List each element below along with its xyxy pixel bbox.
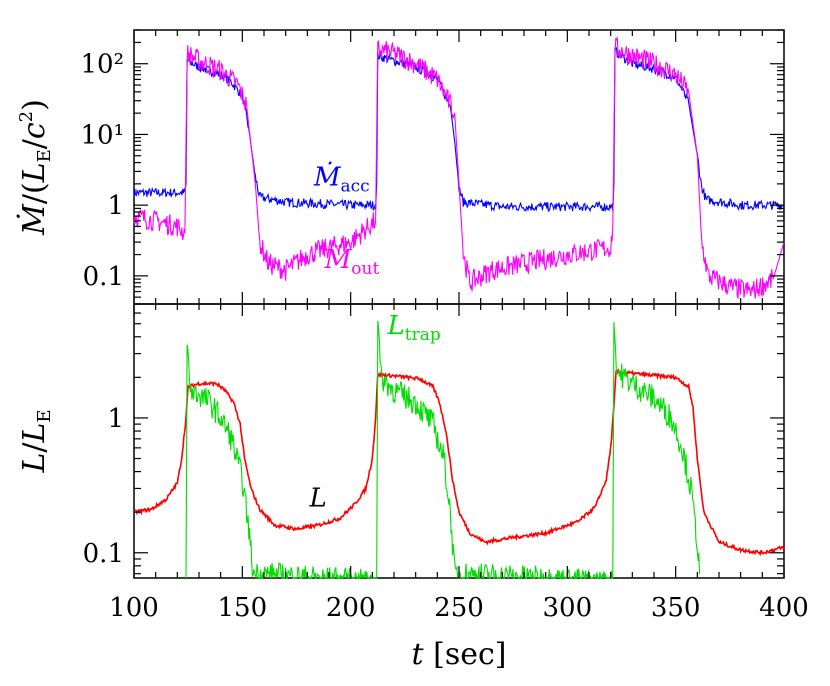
top-panel-frame: [133, 29, 785, 305]
annotation-m-out: Ṁout: [324, 244, 380, 279]
x-tick-label: 100: [109, 593, 159, 623]
annotation-l-trap: Ltrap: [387, 311, 441, 345]
series-L-line: [133, 367, 785, 557]
top-ylabel: Ṁ/(LE/c2): [16, 99, 55, 236]
bottom-panel: 10.1: [83, 303, 785, 581]
x-tick-label: 350: [651, 593, 701, 623]
annotation-l: L: [309, 484, 327, 514]
x-tick-label: 250: [434, 593, 484, 623]
x-tick-label: 300: [543, 593, 593, 623]
y-tick-label: 0.1: [83, 539, 124, 569]
bottom-ylabel: L/LE: [17, 409, 55, 473]
top-panel: 10² 10¹ 1 0.1: [80, 29, 785, 305]
y-tick-label: 10²: [80, 50, 124, 80]
y-tick-label: 1: [107, 404, 124, 434]
series-trap-line: [185, 320, 701, 581]
series-out-line: [133, 36, 785, 300]
y-tick-label: 0.1: [83, 262, 124, 292]
x-tick-label: 400: [759, 593, 809, 623]
x-tick-label: 150: [218, 593, 268, 623]
x-axis-label: t [sec]: [412, 637, 507, 672]
x-tick-label: 200: [326, 593, 376, 623]
y-tick-label: 10¹: [80, 120, 124, 150]
y-tick-label: 1: [107, 191, 124, 221]
annotation-m-acc: Ṁacc: [313, 161, 370, 196]
